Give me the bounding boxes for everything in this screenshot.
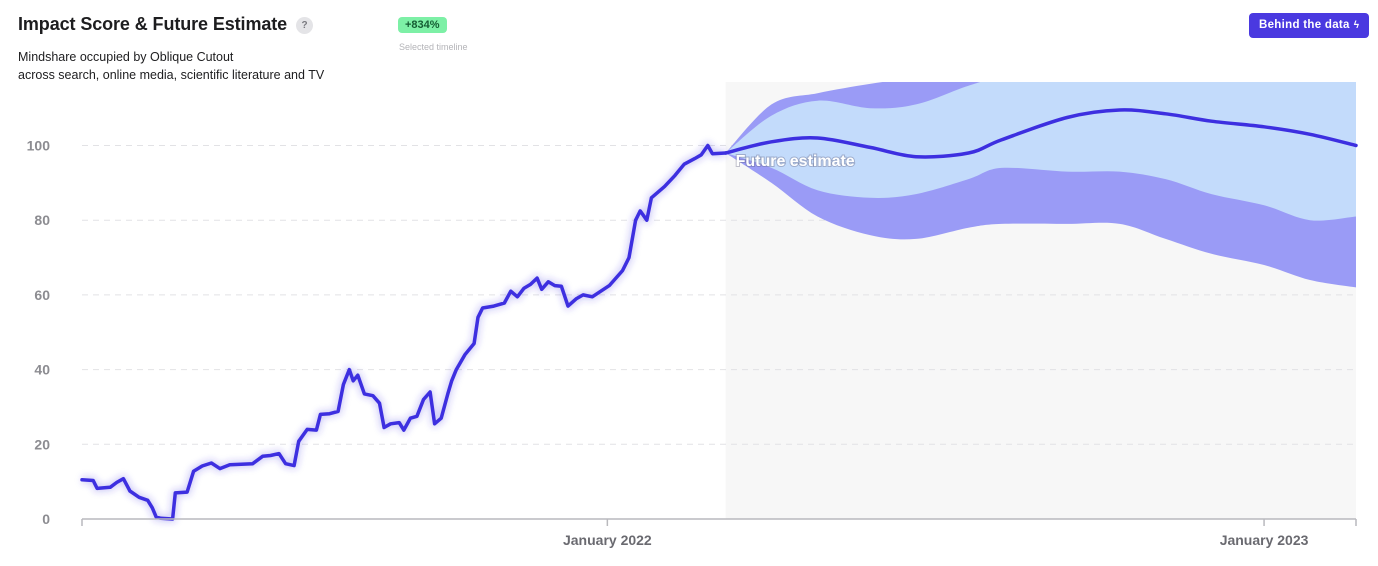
- behind-the-data-label: Behind the data: [1259, 19, 1350, 31]
- y-tick-label: 60: [34, 287, 50, 303]
- growth-badge: +834%: [398, 17, 447, 33]
- subtitle-line-1: Mindshare occupied by Oblique Cutout: [18, 50, 234, 64]
- historical-line-glow: [81, 142, 726, 523]
- axes-layer: 0 20 40 60 80 100 January 2022 January 2023: [27, 138, 1357, 548]
- behind-the-data-button[interactable]: Behind the data ϟ: [1249, 13, 1370, 38]
- forecast-mean-line: [723, 108, 1358, 159]
- x-tick-label: January 2022: [563, 532, 652, 548]
- y-tick-label: 0: [42, 511, 50, 527]
- forecast-inner-band: [725, 82, 1356, 221]
- series-lines-layer: [80, 108, 1358, 523]
- chart-title: Impact Score & Future Estimate: [18, 14, 288, 34]
- subtitle-line-2: across search, online media, scientific …: [18, 68, 325, 82]
- historical-line: [80, 143, 728, 521]
- question-mark-icon[interactable]: ?: [296, 17, 313, 34]
- forecast-bands-layer: [725, 82, 1356, 288]
- y-tick-label: 40: [34, 362, 50, 378]
- future-estimate-label: Future estimate: [736, 153, 855, 170]
- y-tick-label: 100: [27, 138, 51, 154]
- x-tick-label: January 2023: [1220, 532, 1309, 548]
- y-tick-label: 80: [34, 212, 50, 228]
- bolt-icon: ϟ: [1353, 20, 1360, 31]
- growth-caption: Selected timeline: [399, 42, 468, 52]
- y-tick-label: 20: [34, 436, 50, 452]
- chart-subtitle: Mindshare occupied by Oblique Cutout acr…: [18, 48, 324, 84]
